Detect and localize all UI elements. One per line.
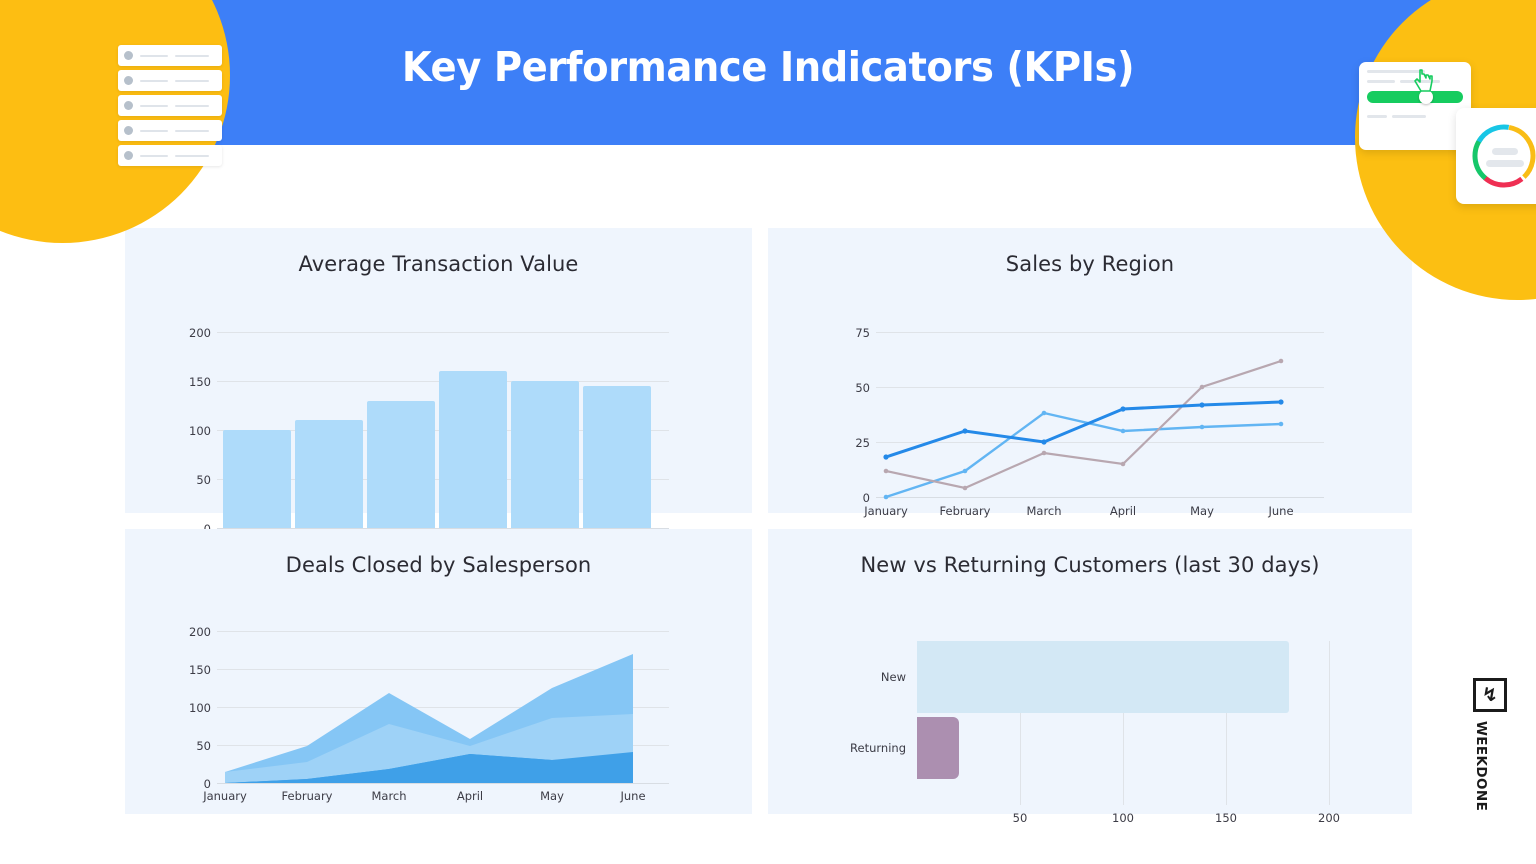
x-tick-label: January — [203, 789, 247, 803]
placeholder-line — [140, 154, 168, 157]
placeholder-line — [175, 79, 209, 82]
chart-plot-area: New Returning 50 100 150 200 — [768, 577, 1412, 825]
avatar-dot-icon — [124, 76, 133, 85]
weekdone-mark-icon: ↯ — [1473, 678, 1507, 712]
placeholder-line — [175, 154, 209, 157]
placeholder-line — [1492, 148, 1518, 155]
y-tick-label: 200 — [189, 625, 211, 639]
x-tick-label: January — [864, 504, 908, 518]
placeholder-line — [1367, 70, 1425, 73]
y-tick-label: 100 — [189, 424, 211, 438]
avatar-dot-icon — [124, 101, 133, 110]
chart-plot-area: 75 50 25 0 — [768, 276, 1412, 518]
list-item — [118, 45, 222, 66]
list-item — [118, 70, 222, 91]
donut-chart-icon — [1472, 124, 1536, 188]
chart-card-deals-closed: Deals Closed by Salesperson 200 150 100 … — [125, 529, 752, 814]
y-tick-label: 50 — [196, 739, 211, 753]
placeholder-line — [140, 79, 168, 82]
x-tick-label: May — [1190, 504, 1214, 518]
chart-title: Sales by Region — [1005, 252, 1175, 276]
x-tick-label: April — [1109, 504, 1137, 518]
area-series-svg — [225, 654, 633, 783]
line-region-1 — [885, 400, 1282, 459]
x-tick-label: 50 — [1012, 811, 1028, 825]
placeholder-line — [140, 129, 168, 132]
lightning-bolt-icon: ↯ — [1482, 683, 1498, 706]
x-tick-label: March — [371, 789, 407, 803]
y-tick-label: 200 — [189, 326, 211, 340]
x-tick-label: June — [1268, 504, 1294, 518]
avatar-dot-icon — [124, 51, 133, 60]
chart-plot-area: 200 150 100 50 0 January February March … — [125, 276, 752, 550]
y-tick-label: 0 — [862, 491, 870, 505]
line-region-3 — [885, 400, 1282, 459]
x-tick-label: May — [540, 789, 564, 803]
x-tick-label: June — [620, 789, 646, 803]
list-rows-illustration — [118, 45, 222, 170]
line-region-2 — [885, 411, 1282, 499]
x-tick-label: 100 — [1112, 811, 1134, 825]
chart-plot-area: 200 150 100 50 0 January February March … — [125, 577, 752, 803]
list-item — [118, 95, 222, 116]
brand-logo: ↯ WEEKDONE — [1473, 678, 1507, 811]
bar-may[interactable] — [511, 381, 579, 528]
placeholder-line — [1367, 80, 1395, 83]
y-tick-label: 75 — [855, 326, 870, 340]
progress-slider-illustration — [1359, 62, 1471, 150]
bar-returning[interactable] — [917, 717, 959, 779]
avatar-dot-icon — [124, 126, 133, 135]
progress-slider-track[interactable] — [1367, 90, 1463, 104]
donut-chart-illustration — [1456, 108, 1536, 204]
progress-slider-knob[interactable] — [1419, 90, 1433, 104]
bar-april[interactable] — [439, 371, 507, 528]
brand-name: WEEKDONE — [1473, 721, 1489, 812]
placeholder-line — [1486, 160, 1524, 167]
x-tick-label: February — [281, 789, 333, 803]
y-tick-label: 25 — [855, 436, 870, 450]
header-band — [0, 0, 1536, 145]
pointer-hand-icon — [1414, 69, 1433, 92]
chart-card-new-vs-returning: New vs Returning Customers (last 30 days… — [768, 529, 1412, 825]
page-title: Key Performance Indicators (KPIs) — [401, 43, 1135, 91]
avatar-dot-icon — [124, 151, 133, 160]
list-item — [118, 120, 222, 141]
line-series-svg — [883, 358, 1284, 500]
bar-new[interactable] — [917, 641, 1289, 713]
kpi-chart-grid: Average Transaction Value 200 150 100 50… — [125, 228, 1412, 825]
chart-title: Deals Closed by Salesperson — [285, 553, 592, 577]
placeholder-line — [1392, 115, 1426, 118]
chart-card-average-transaction-value: Average Transaction Value 200 150 100 50… — [125, 228, 752, 550]
chart-title: Average Transaction Value — [298, 252, 579, 276]
chart-title: New vs Returning Customers (last 30 days… — [860, 553, 1320, 577]
bar-january[interactable] — [223, 430, 291, 528]
x-tick-label: March — [1026, 504, 1062, 518]
y-tick-label: 50 — [855, 381, 870, 395]
x-tick-label: April — [456, 789, 484, 803]
x-tick-label: 200 — [1318, 811, 1340, 825]
chart-card-sales-by-region: Sales by Region 75 50 25 0 — [768, 228, 1412, 518]
placeholder-line — [140, 54, 168, 57]
y-tick-label: 50 — [196, 473, 211, 487]
placeholder-line — [175, 54, 209, 57]
y-tick-label: 0 — [203, 777, 211, 791]
y-tick-label: Returning — [850, 741, 906, 755]
y-tick-label: 150 — [189, 663, 211, 677]
placeholder-line — [140, 104, 168, 107]
y-tick-label: 100 — [189, 701, 211, 715]
list-item — [118, 145, 222, 166]
x-tick-label: 150 — [1215, 811, 1237, 825]
bar-march[interactable] — [367, 401, 435, 528]
bar-february[interactable] — [295, 420, 363, 528]
bar-june[interactable] — [583, 386, 651, 528]
x-tick-label: February — [939, 504, 991, 518]
y-tick-label: 150 — [189, 375, 211, 389]
placeholder-line — [175, 104, 209, 107]
placeholder-line — [175, 129, 209, 132]
y-tick-label: New — [880, 670, 906, 684]
placeholder-line — [1367, 115, 1387, 118]
